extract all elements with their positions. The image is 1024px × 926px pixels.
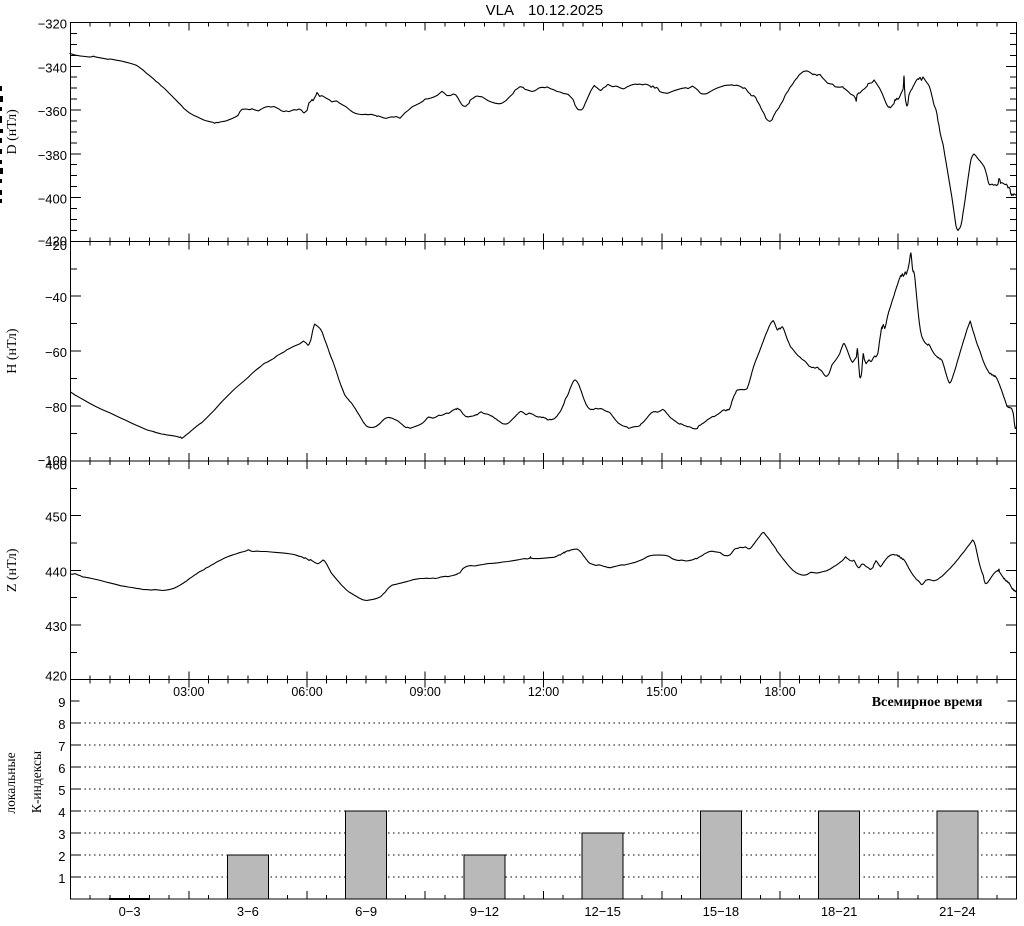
svg-text:8: 8 (58, 717, 65, 732)
svg-text:−60: −60 (45, 345, 67, 360)
svg-text:Z (нТл): Z (нТл) (5, 548, 20, 592)
svg-text:−320: −320 (38, 17, 67, 32)
svg-text:6−9: 6−9 (355, 904, 377, 919)
svg-text:7: 7 (58, 739, 65, 754)
svg-text:420: 420 (45, 669, 67, 684)
svg-text:450: 450 (45, 510, 67, 525)
svg-text:Всемирное время: Всемирное время (872, 695, 983, 710)
svg-text:−340: −340 (38, 60, 67, 75)
svg-text:3−6: 3−6 (237, 904, 259, 919)
svg-text:18−21: 18−21 (821, 904, 858, 919)
svg-text:09:00: 09:00 (410, 685, 441, 699)
svg-text:10.12.2025: 10.12.2025 (528, 2, 603, 19)
svg-text:−400: −400 (38, 192, 67, 207)
svg-text:−40: −40 (45, 290, 67, 305)
svg-text:06:00: 06:00 (291, 685, 322, 699)
svg-text:3: 3 (58, 827, 65, 842)
svg-text:5: 5 (58, 783, 65, 798)
svg-text:−420: −420 (38, 233, 67, 248)
svg-text:4: 4 (58, 805, 65, 820)
svg-text:D (нТл): D (нТл) (5, 109, 20, 155)
svg-text:локальные: локальные (3, 752, 18, 813)
svg-text:2: 2 (58, 849, 65, 864)
svg-text:18:00: 18:00 (764, 685, 795, 699)
svg-text:−380: −380 (38, 148, 67, 163)
svg-text:12:00: 12:00 (528, 685, 559, 699)
svg-text:430: 430 (45, 619, 67, 634)
svg-text:440: 440 (45, 564, 67, 579)
svg-text:0−3: 0−3 (119, 904, 141, 919)
svg-text:−20: −20 (45, 238, 67, 253)
svg-text:−100: −100 (38, 453, 67, 468)
svg-text:1: 1 (58, 871, 65, 886)
svg-text:460: 460 (45, 458, 67, 473)
svg-text:К-индексы: К-индексы (29, 751, 44, 813)
svg-text:03:00: 03:00 (173, 685, 204, 699)
svg-text:12−15: 12−15 (584, 904, 621, 919)
svg-text:15−18: 15−18 (703, 904, 740, 919)
svg-text:9: 9 (58, 695, 65, 710)
svg-text:9−12: 9−12 (470, 904, 499, 919)
svg-text:6: 6 (58, 761, 65, 776)
svg-text:−360: −360 (38, 104, 67, 119)
svg-text:VLA: VLA (486, 2, 514, 19)
svg-text:H (нТл): H (нТл) (5, 328, 20, 374)
svg-text:15:00: 15:00 (646, 685, 677, 699)
svg-text:−80: −80 (45, 400, 67, 415)
svg-text:21−24: 21−24 (939, 904, 976, 919)
